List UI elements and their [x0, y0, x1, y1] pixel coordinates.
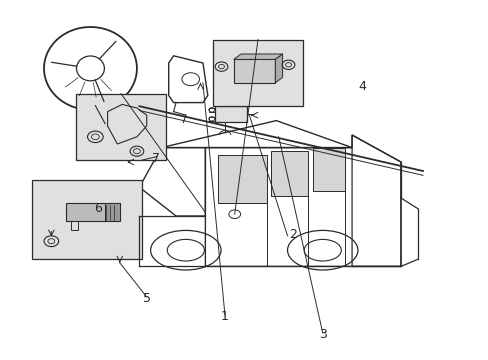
Text: 6: 6 [94, 202, 102, 215]
Polygon shape [271, 151, 307, 196]
Bar [105, 203, 120, 221]
Text: 7: 7 [152, 152, 160, 165]
Text: 2: 2 [289, 228, 297, 240]
Bar [76, 94, 166, 160]
Bar [209, 108, 215, 112]
Bar [215, 106, 246, 122]
Bar [209, 117, 215, 121]
Text: 4: 4 [357, 80, 365, 93]
Polygon shape [312, 148, 344, 191]
Bar [66, 203, 120, 221]
Polygon shape [217, 155, 266, 203]
Bar [233, 59, 275, 83]
Polygon shape [233, 54, 282, 59]
Text: 3: 3 [318, 328, 326, 341]
Bar [71, 221, 78, 230]
Polygon shape [275, 54, 282, 83]
Bar [32, 180, 142, 259]
Text: 1: 1 [221, 310, 228, 323]
Bar [212, 40, 303, 106]
Text: 5: 5 [142, 292, 150, 305]
